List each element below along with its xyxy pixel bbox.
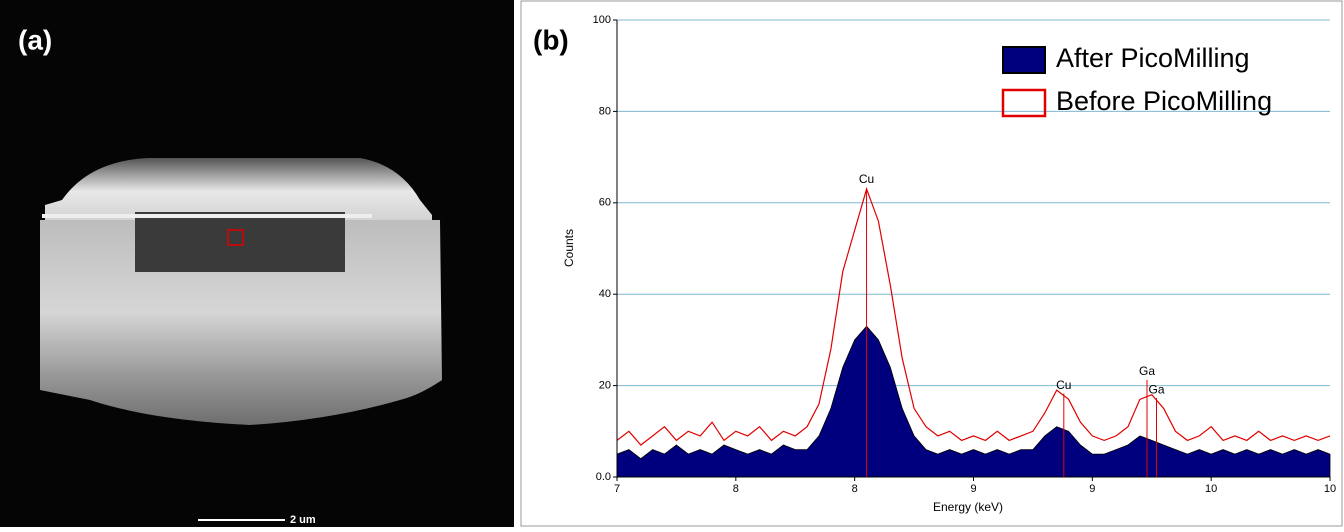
panel-label: (b): [533, 24, 569, 55]
legend-swatch: [1001, 88, 1047, 118]
x-tick-label: 10: [1205, 483, 1217, 495]
x-tick-label: 9: [970, 483, 976, 495]
panel-a: 2 um (a): [0, 0, 514, 527]
analysis-region: [227, 229, 244, 246]
y-tick-label: 20: [599, 380, 611, 392]
y-axis-label: Counts: [562, 229, 576, 267]
legend-label: After PicoMilling: [1056, 43, 1250, 73]
panel-b-frame: [520, 0, 1343, 527]
spectrum-line: [616, 187, 1331, 446]
peak-label: Ga: [1148, 382, 1164, 396]
legend-swatch: [1002, 46, 1046, 74]
peak-label: Ga: [1139, 364, 1155, 378]
spectrum-area: [616, 325, 1331, 478]
y-tick-label: 80: [599, 105, 611, 117]
peak-label: Cu: [859, 172, 874, 186]
scale-bar-label: 2 um: [290, 514, 316, 526]
x-tick-label: 7: [614, 483, 620, 495]
protective-layer: [42, 214, 372, 218]
y-tick-label: 40: [599, 288, 611, 300]
legend-label: Before PicoMilling: [1056, 86, 1272, 116]
x-axis-label: Energy (keV): [933, 500, 1003, 514]
x-tick-label: 8: [733, 483, 739, 495]
x-tick-label: 8: [852, 483, 858, 495]
x-tick-label: 10: [1324, 483, 1336, 495]
peak-label: Cu: [1056, 378, 1071, 392]
panel-label: (a): [18, 24, 52, 55]
y-tick-label: 0.0: [596, 471, 611, 483]
specimen-cap: [45, 158, 432, 225]
milled-window: [135, 212, 345, 272]
x-tick-label: 9: [1089, 483, 1095, 495]
y-tick-label: 60: [599, 197, 611, 209]
y-tick-label: 100: [593, 14, 611, 26]
